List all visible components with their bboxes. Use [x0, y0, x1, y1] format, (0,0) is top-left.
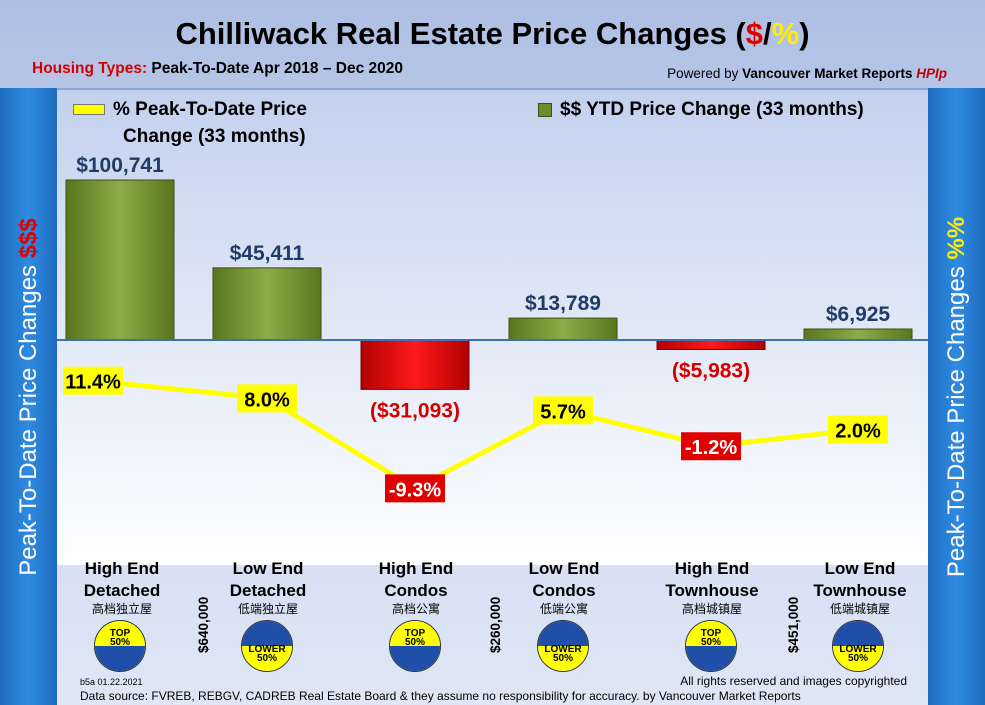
top-50-badge: TOP 50% [94, 620, 146, 672]
right-axis-label: Peak-To-Date Price Changes %% [942, 216, 970, 577]
left-axis-banner: Peak-To-Date Price Changes $$$ [0, 88, 57, 705]
legend-bar-swatch [538, 102, 552, 117]
footer-code: b5a 01.22.2021 [80, 677, 143, 687]
subtitle-label: Housing Types: [32, 60, 152, 77]
subtitle: Housing Types: Peak-To-Date Apr 2018 – D… [32, 60, 403, 78]
legend-line-swatch [73, 104, 105, 116]
copyright: All rights reserved and images copyright… [680, 674, 907, 688]
category-label: High End Detached 高档独立屋 [83, 559, 161, 616]
legend-ytd: $$ YTD Price Change (33 months) [538, 96, 864, 123]
powered-hpi: HPIp [916, 66, 947, 81]
lower-50-badge: LOWER 50% [832, 620, 884, 672]
lower-50-badge: LOWER 50% [537, 620, 589, 672]
price-threshold: $260,000 [488, 596, 503, 653]
top-50-badge: TOP 50% [389, 620, 441, 672]
category-label: Low End Townhouse 低端城镇屋 [813, 559, 907, 616]
price-threshold: $451,000 [786, 596, 801, 653]
left-axis-label: Peak-To-Date Price Changes $$$ [14, 217, 42, 576]
category-label: Low End Condos 低端公寓 [528, 559, 600, 616]
price-threshold: $640,000 [196, 596, 211, 653]
page-title: Chilliwack Real Estate Price Changes ($/… [175, 16, 810, 51]
category-label: High End Townhouse 高档城镇屋 [665, 559, 759, 616]
subtitle-value: Peak-To-Date Apr 2018 – Dec 2020 [151, 60, 403, 77]
legend-percent: % Peak-To-Date Price Change (33 months) [73, 96, 307, 150]
powered-by: Powered by Vancouver Market Reports HPIp [667, 66, 947, 81]
powered-brand: Vancouver Market Reports [742, 66, 917, 81]
right-axis-banner: Peak-To-Date Price Changes %% [928, 88, 985, 705]
data-source: Data source: FVREB, REBGV, CADREB Real E… [80, 689, 801, 703]
plot-area [57, 88, 928, 565]
lower-50-badge: LOWER 50% [241, 620, 293, 672]
category-label: Low End Detached 低端独立屋 [229, 559, 307, 616]
top-50-badge: TOP 50% [685, 620, 737, 672]
title-dollar: $ [745, 16, 763, 51]
category-label: High End Condos 高档公寓 [378, 559, 454, 616]
title-percent: % [771, 16, 800, 51]
